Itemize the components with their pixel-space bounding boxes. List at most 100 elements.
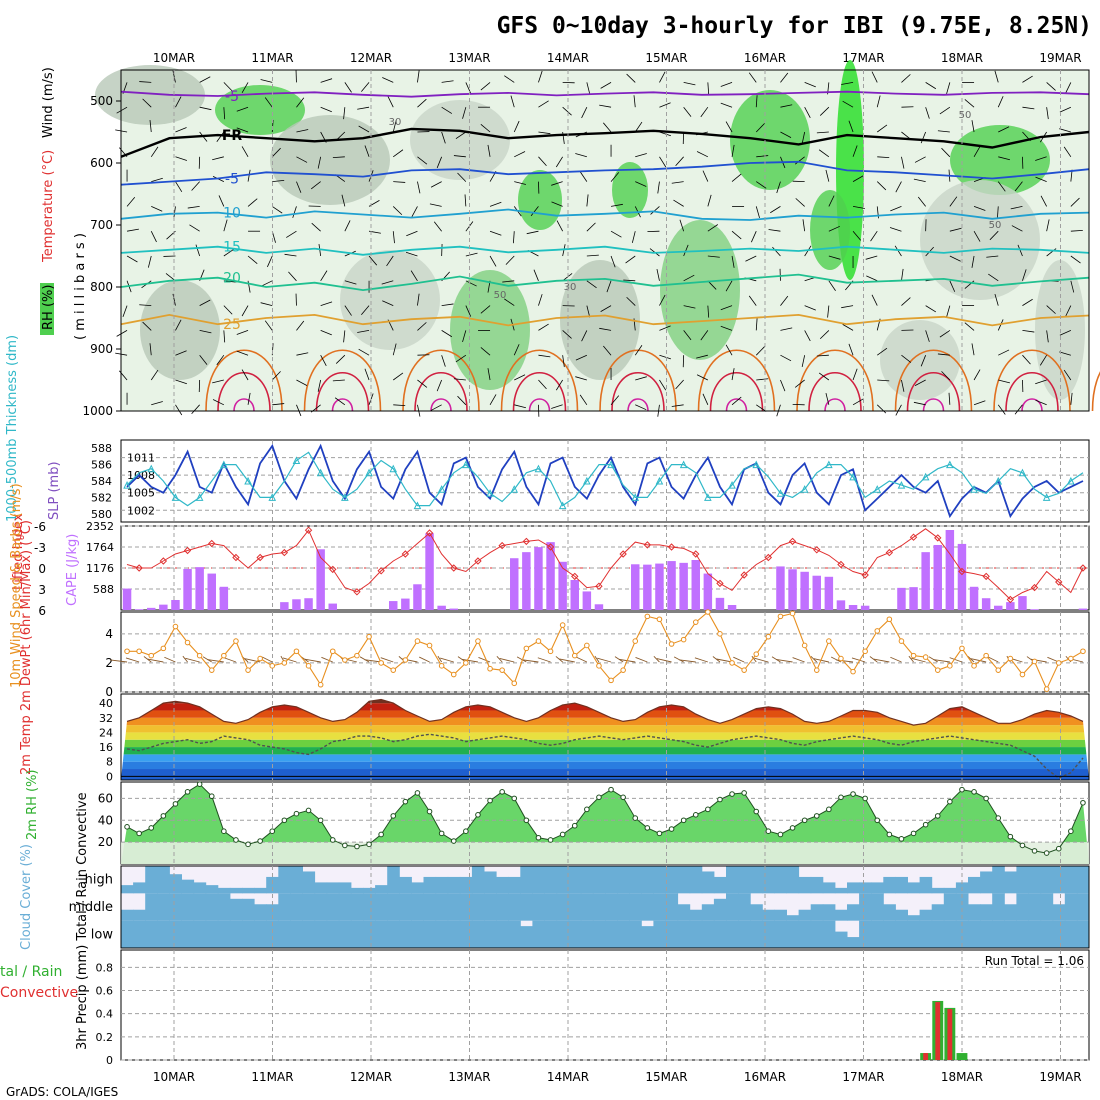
wind-barb [455,131,467,140]
cloud-cover-bar [980,920,993,948]
rh-point [826,806,832,813]
cloud-cover-bar [641,893,654,921]
wind-barb [441,355,446,367]
wind-barb [656,658,672,663]
cloud-cover-bar [229,887,243,894]
wind-barb [296,404,302,417]
wind-barb [731,368,735,381]
wind-barb [842,324,854,331]
wind-barb [187,206,200,209]
rh-point [124,824,130,830]
rh-shading-blob [612,162,648,218]
wind-barb [920,355,927,367]
rh-point [1043,850,1050,856]
cloud-cover-bar [471,893,485,921]
wind-barb [610,203,623,207]
lifted-index-point [208,539,216,548]
wind-barb [212,379,224,384]
cloud-cover-bar [968,904,981,921]
x-day-label-bottom: 18MAR [941,1070,983,1084]
cape-bar [1078,608,1088,610]
lifted-index-point [740,571,748,579]
wind-speed-point [801,642,808,649]
wind-barb [1022,269,1027,281]
wind-speed-point [656,616,663,623]
cloud-cover-bar [423,876,437,894]
cloud-cover-bar [145,893,158,921]
wind-barb [334,397,346,406]
wind-barb [599,327,612,331]
wind-barb [223,82,233,92]
lifted-index-point [813,546,821,554]
thickness-point [873,485,882,493]
wind-barb [1065,305,1072,317]
temp-tick-label: 24 [99,726,113,739]
precip-convective-bar [947,1009,953,1060]
wind-barb [575,376,587,381]
wind-barb [925,330,930,342]
temp-color-band [121,717,1089,726]
wind-barb [720,305,733,311]
wind-barb [147,658,164,663]
wind-barb [998,349,1010,356]
wind-barb [441,80,454,83]
cloud-cover-bar [883,876,896,894]
cloud-cover-bar [847,937,860,948]
rh-point [656,830,663,837]
cape-bar [715,597,725,610]
cloud-cover-bar [847,882,860,894]
cape-bar [679,562,688,610]
wind-barb [964,99,975,108]
wind-barb [768,229,781,232]
wind-barb [364,368,370,381]
cloud-cover-bar [314,893,328,921]
cloud-cover-bar [689,866,703,894]
wind-barb [223,305,233,315]
rh-point [741,790,747,796]
cape-bar [1030,609,1039,610]
wind-barb [828,280,836,291]
temp-color-band [121,739,1089,748]
cloud-cover-bar [375,893,388,921]
wind-barb [876,181,887,191]
rh-point [1068,828,1074,835]
cloud-cover-bar [169,893,182,921]
cloud-cover-bar [157,893,170,921]
lifted-index-point [1006,595,1015,604]
wind-barb [406,230,418,237]
wind-barb [635,404,647,411]
cloud-cover-bar [726,920,739,948]
wind-barb [696,151,709,158]
cape-bar [957,543,967,610]
wind-barb [332,156,345,159]
cloud-cover-bar [423,893,437,921]
cloud-cover-bar [193,920,207,948]
wind-barb [502,280,515,283]
upper-air-frame [120,69,1090,412]
wind-barb [852,145,858,157]
wind-barb [457,395,467,406]
wind-barb [455,354,467,363]
cloud-cover-bar [302,893,316,921]
thickness-tick-label: 588 [91,442,112,455]
temp-contour-line [120,208,1090,221]
wind-barb [344,305,352,316]
wind-barb [538,70,543,83]
cloud-cover-bar [713,920,727,948]
wind-barb [634,345,643,356]
cloud-cover-bar [1064,920,1078,948]
wind-barb [358,125,370,133]
wind-barb [801,131,806,144]
thickness-point [413,501,422,510]
cape-tick-label: 1176 [86,562,114,575]
wind-speed-point [426,642,433,649]
rh-low-band [121,842,1089,864]
wind-barb [828,195,835,207]
cloud-cover-bar [834,887,848,894]
wind-speed-point [995,667,1002,673]
cloud-cover-bar [1076,920,1090,948]
cape-bar [437,605,446,610]
wind-barb [264,320,273,331]
thickness-point [728,480,736,489]
wind-barb [514,151,526,158]
